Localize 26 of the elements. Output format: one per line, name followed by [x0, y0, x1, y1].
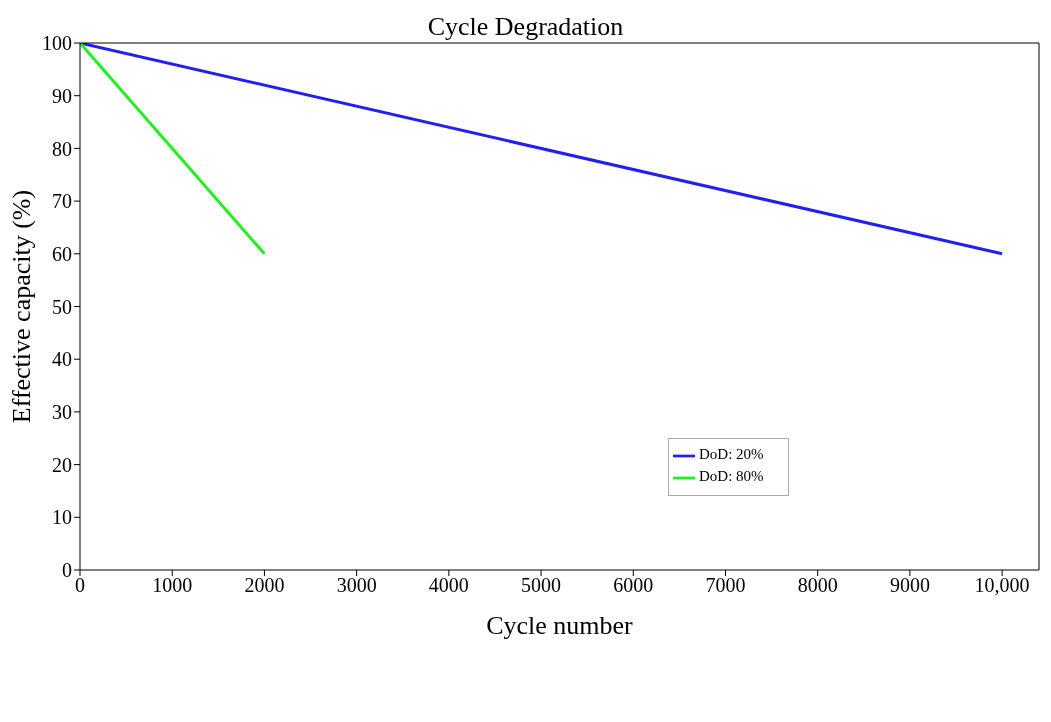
x-tick-label: 4000 — [428, 574, 469, 597]
y-tick-label: 80 — [52, 137, 72, 160]
x-tick-label: 2000 — [244, 574, 285, 597]
legend-label: DoD: 80% — [699, 468, 764, 485]
y-tick-label: 50 — [52, 295, 72, 318]
y-tick-label: 0 — [62, 559, 72, 582]
x-tick-label: 1000 — [152, 574, 193, 597]
x-tick-label: 8000 — [797, 574, 838, 597]
x-tick-label: 6000 — [613, 574, 654, 597]
legend-label: DoD: 20% — [699, 446, 764, 463]
x-tick-label: 3000 — [336, 574, 377, 597]
y-tick-label: 100 — [42, 32, 72, 55]
y-tick-label: 70 — [52, 190, 72, 213]
y-tick-label: 90 — [52, 84, 72, 107]
y-tick-label: 20 — [52, 453, 72, 476]
x-tick-label: 5000 — [521, 574, 562, 597]
x-tick-label: 7000 — [705, 574, 746, 597]
y-tick-label: 60 — [52, 242, 72, 265]
y-tick-label: 30 — [52, 401, 72, 423]
x-tick-label: 9000 — [889, 574, 930, 597]
y-tick-label: 40 — [52, 348, 72, 371]
y-axis-title: Effective capacity (%) — [7, 189, 37, 424]
chart-title: Cycle Degradation — [427, 12, 624, 41]
x-tick-label: 10,000 — [974, 574, 1030, 597]
x-axis-title: Cycle number — [486, 611, 634, 640]
y-tick-label: 10 — [52, 506, 72, 529]
